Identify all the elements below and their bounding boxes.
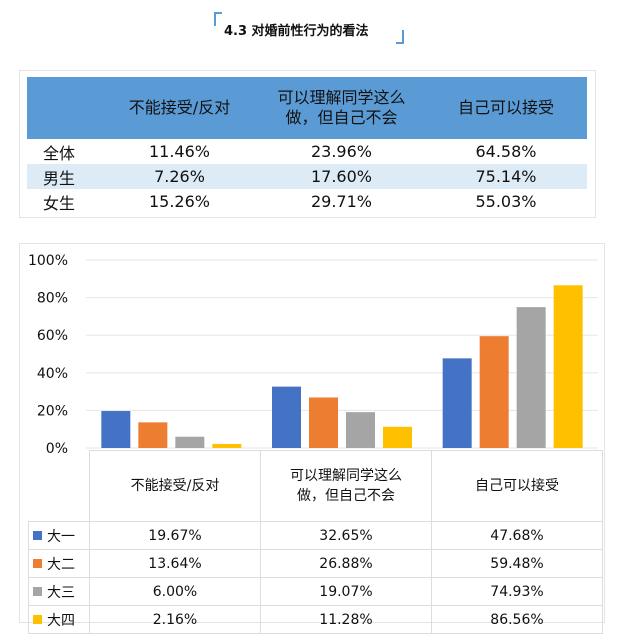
bar-大一 (101, 411, 131, 448)
cell: 29.71% (310, 192, 372, 211)
row-label: 男生 (27, 164, 101, 189)
cell: 15.26% (148, 192, 210, 211)
title-bracket-bottom-right (396, 30, 404, 44)
row-label: 全体 (43, 143, 76, 163)
data-label: 59.48% (431, 549, 603, 578)
cell: 11.46% (148, 142, 210, 161)
legend-swatch (33, 614, 42, 624)
series-row: 大三 6.00% 19.07% 74.93% (28, 577, 603, 606)
cell: 75.14% (425, 164, 587, 189)
bar-大二 (479, 336, 509, 448)
cell: 55.03% (475, 192, 537, 211)
legend-swatch (33, 530, 42, 540)
data-label: 74.93% (431, 577, 603, 606)
legend-entry: 大二 (28, 549, 90, 578)
category-label-line: 做，但自己不会 (297, 488, 395, 504)
data-label: 19.67% (89, 521, 261, 550)
legend-entry: 大一 (28, 521, 90, 550)
header-blank (27, 77, 101, 139)
title-bracket-top-left (214, 12, 222, 26)
header-cell: 自己可以接受 (425, 77, 587, 139)
bar-大二 (309, 397, 338, 448)
bar-大一 (442, 358, 472, 448)
category-label-line: 不能接受/反对 (130, 478, 220, 494)
legend-swatch (33, 586, 42, 596)
section-title: 4.3 对婚前性行为的看法 (214, 12, 404, 44)
category-label-line: 可以理解同学这么 (290, 468, 402, 484)
data-label: 11.28% (260, 605, 432, 634)
row-label: 女生 (43, 193, 76, 213)
cell: 64.58% (475, 142, 537, 161)
data-label: 32.65% (260, 521, 432, 550)
series-row: 大一 19.67% 32.65% 47.68% (28, 521, 603, 550)
table-row: 男生 7.26% 17.60% 75.14% (27, 164, 587, 189)
legend-entry: 大四 (28, 605, 90, 634)
chart-data-table: 不能接受/反对 可以理解同学这么 做，但自己不会 自己可以接受大一 19.67% 32.6… (28, 450, 603, 634)
blank-cell (28, 450, 90, 522)
header-cell: 可以理解同学这么 做，但自己不会 (258, 77, 425, 139)
bar-大四 (553, 285, 583, 448)
y-tick-label: 60% (37, 328, 68, 344)
legend-label: 大四 (47, 612, 75, 629)
summary-table-panel: 不能接受/反对 可以理解同学这么 做，但自己不会 自己可以接受 全体 11.46%… (19, 70, 596, 218)
legend-entry: 大三 (28, 577, 90, 606)
legend-label: 大三 (47, 584, 75, 601)
bar-大四 (383, 426, 412, 448)
data-label: 13.64% (89, 549, 261, 578)
series-row: 大四 2.16% 11.28% 86.56% (28, 605, 603, 634)
y-tick-label: 80% (37, 291, 68, 307)
title-text: 4.3 对婚前性行为的看法 (224, 24, 369, 39)
legend-swatch (33, 558, 42, 568)
cell: 23.96% (310, 142, 372, 161)
bar-大三 (175, 436, 205, 448)
category-label: 可以理解同学这么 做，但自己不会 (260, 450, 432, 522)
series-row: 大二 13.64% 26.88% 59.48% (28, 549, 603, 578)
cell: 17.60% (258, 164, 425, 189)
data-label: 86.56% (431, 605, 603, 634)
summary-table: 不能接受/反对 可以理解同学这么 做，但自己不会 自己可以接受 全体 11.46%… (27, 77, 587, 214)
y-tick-label: 40% (37, 366, 68, 382)
bar-大三 (516, 307, 546, 448)
bar-chart: 0%20%40%60%80%100% (28, 253, 598, 454)
bar-大二 (138, 422, 168, 448)
bar-大四 (212, 443, 242, 448)
table-row: 女生 15.26% 29.71% 55.03% (27, 189, 587, 214)
legend-label: 大一 (47, 528, 75, 545)
data-label: 26.88% (260, 549, 432, 578)
y-tick-label: 100% (28, 253, 68, 269)
header-cell: 不能接受/反对 (101, 77, 258, 139)
category-label-line: 自己可以接受 (475, 478, 559, 494)
data-label: 47.68% (431, 521, 603, 550)
cell: 7.26% (101, 164, 258, 189)
y-tick-label: 20% (37, 403, 68, 419)
bar-大三 (346, 412, 375, 448)
table-row: 全体 11.46% 23.96% 64.58% (27, 139, 587, 164)
category-label: 自己可以接受 (431, 450, 603, 522)
data-label: 19.07% (260, 577, 432, 606)
chart-panel: 0% 20% 40% 60% 80% 100% 不能接受/反对 可以理解同学这么 做，但自己不… (19, 243, 605, 634)
bar-大一 (272, 386, 301, 448)
data-label: 2.16% (89, 605, 261, 634)
legend-label: 大二 (47, 556, 75, 573)
data-label: 6.00% (89, 577, 261, 606)
category-label: 不能接受/反对 (89, 450, 261, 522)
